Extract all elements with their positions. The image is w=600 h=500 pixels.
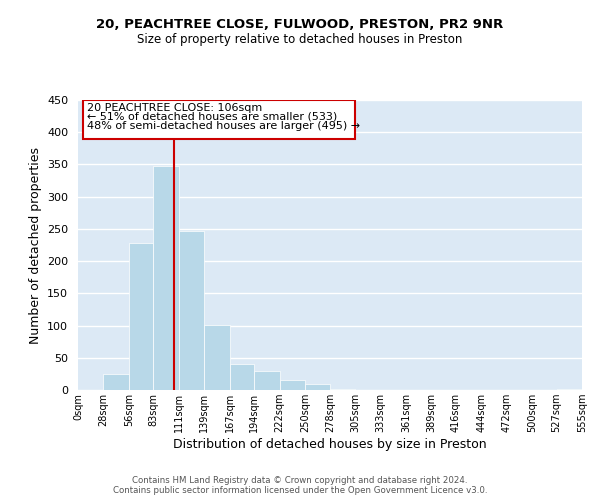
Bar — [154, 166, 179, 390]
Text: Contains public sector information licensed under the Open Government Licence v3: Contains public sector information licen… — [113, 486, 487, 495]
Bar — [331, 388, 355, 390]
Bar — [254, 370, 280, 390]
X-axis label: Distribution of detached houses by size in Preston: Distribution of detached houses by size … — [173, 438, 487, 451]
Bar — [103, 374, 129, 390]
Text: Contains HM Land Registry data © Crown copyright and database right 2024.: Contains HM Land Registry data © Crown c… — [132, 476, 468, 485]
Text: 48% of semi-detached houses are larger (495) →: 48% of semi-detached houses are larger (… — [87, 120, 360, 130]
Bar — [179, 231, 204, 390]
Bar — [230, 364, 254, 390]
Text: Size of property relative to detached houses in Preston: Size of property relative to detached ho… — [137, 32, 463, 46]
Text: 20 PEACHTREE CLOSE: 106sqm: 20 PEACHTREE CLOSE: 106sqm — [87, 102, 262, 113]
Bar — [280, 380, 305, 390]
Bar — [305, 384, 331, 390]
Y-axis label: Number of detached properties: Number of detached properties — [29, 146, 41, 344]
Text: 20, PEACHTREE CLOSE, FULWOOD, PRESTON, PR2 9NR: 20, PEACHTREE CLOSE, FULWOOD, PRESTON, P… — [97, 18, 503, 30]
Text: ← 51% of detached houses are smaller (533): ← 51% of detached houses are smaller (53… — [87, 112, 337, 122]
Bar — [204, 325, 230, 390]
Bar — [129, 243, 154, 390]
Bar — [83, 100, 355, 138]
